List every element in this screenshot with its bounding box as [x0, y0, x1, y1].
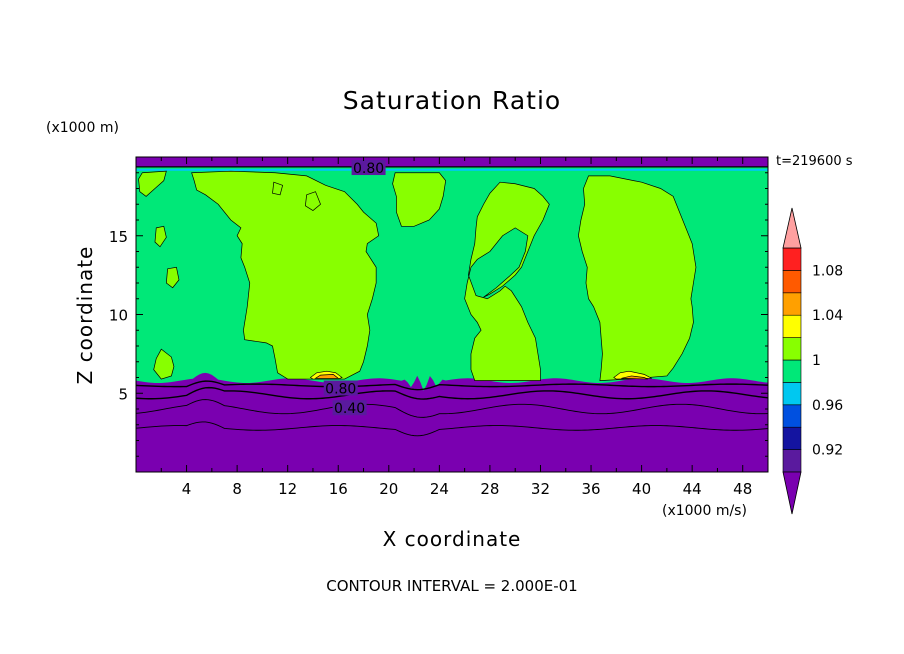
- colorbar-label: 1.04: [812, 308, 843, 324]
- contour-line: [135, 386, 769, 400]
- contour-region: [464, 181, 550, 381]
- contour-region: [154, 225, 167, 248]
- x-axis-label: X coordinate: [382, 527, 522, 551]
- y-tick-label: 15: [109, 228, 128, 246]
- colorbar-segment: [782, 359, 802, 383]
- y-tick-label: 5: [118, 385, 128, 403]
- colorbar-label: 1.08: [812, 263, 843, 279]
- x-tick-label: 28: [480, 480, 499, 498]
- contour-region: [621, 375, 649, 380]
- contour-region: [138, 170, 167, 197]
- contour-region: [153, 348, 175, 380]
- x-tick-label: 48: [733, 480, 752, 498]
- colorbar-segment: [782, 337, 802, 361]
- time-label: t=219600 s: [776, 154, 853, 169]
- colorbar-label: 0.96: [812, 398, 843, 414]
- contour-label: 0.80: [353, 161, 384, 177]
- contour-line: [135, 421, 769, 437]
- y-axis-unit: (x1000 m): [46, 120, 119, 136]
- x-tick-label: 12: [278, 480, 297, 498]
- colorbar-segment: [782, 382, 802, 406]
- colorbar-under-arrow: [782, 471, 802, 515]
- contour-label-background: [351, 160, 386, 176]
- contour-region: [272, 181, 284, 196]
- x-axis-unit: (x1000 m/s): [662, 503, 747, 519]
- contour-region: [191, 170, 380, 380]
- chart-title: Saturation Ratio: [342, 86, 562, 115]
- colorbar-segment: [782, 292, 802, 316]
- contour-label: 0.40: [334, 401, 365, 417]
- colorbar-segment: [782, 247, 802, 271]
- x-tick-label: 20: [379, 480, 398, 498]
- contour-region: [305, 191, 321, 211]
- x-tick-label: 32: [531, 480, 550, 498]
- contour-region: [314, 373, 340, 379]
- colorbar-segment: [782, 404, 802, 428]
- colorbar-label: 1: [812, 353, 821, 369]
- contour-region: [578, 175, 697, 382]
- x-tick-label: 40: [632, 480, 651, 498]
- contour-line: [135, 399, 769, 418]
- contour-region: [392, 172, 447, 227]
- lower-dry-layer: [136, 372, 768, 472]
- contour-line: [135, 380, 769, 391]
- colorbar: 0.92 0.96 1 1.04 1.08: [782, 207, 843, 515]
- contour-plot-area: 0.80 0.80 0.40: [135, 157, 769, 472]
- y-tick-label: 10: [109, 307, 128, 325]
- colorbar-over-arrow: [782, 207, 802, 249]
- colorbar-segment: [782, 426, 802, 450]
- contour-interval-footer: CONTOUR INTERVAL = 2.000E-01: [326, 577, 578, 595]
- top-dry-strip: [136, 157, 768, 167]
- colorbar-segment: [782, 314, 802, 338]
- colorbar-segment: [782, 270, 802, 294]
- colorbar-segment: [782, 449, 802, 473]
- x-tick-label: 24: [430, 480, 449, 498]
- x-tick-label: 4: [182, 480, 192, 498]
- x-tick-label: 16: [329, 480, 348, 498]
- x-tick-label: 8: [232, 480, 242, 498]
- contour-label-background: [332, 400, 367, 416]
- x-tick-label: 44: [683, 480, 702, 498]
- colorbar-label: 0.92: [812, 443, 843, 459]
- contour-region: [165, 266, 180, 289]
- contour-label: 0.80: [325, 382, 356, 398]
- contour-label-background: [323, 380, 358, 396]
- x-tick-label: 36: [581, 480, 600, 498]
